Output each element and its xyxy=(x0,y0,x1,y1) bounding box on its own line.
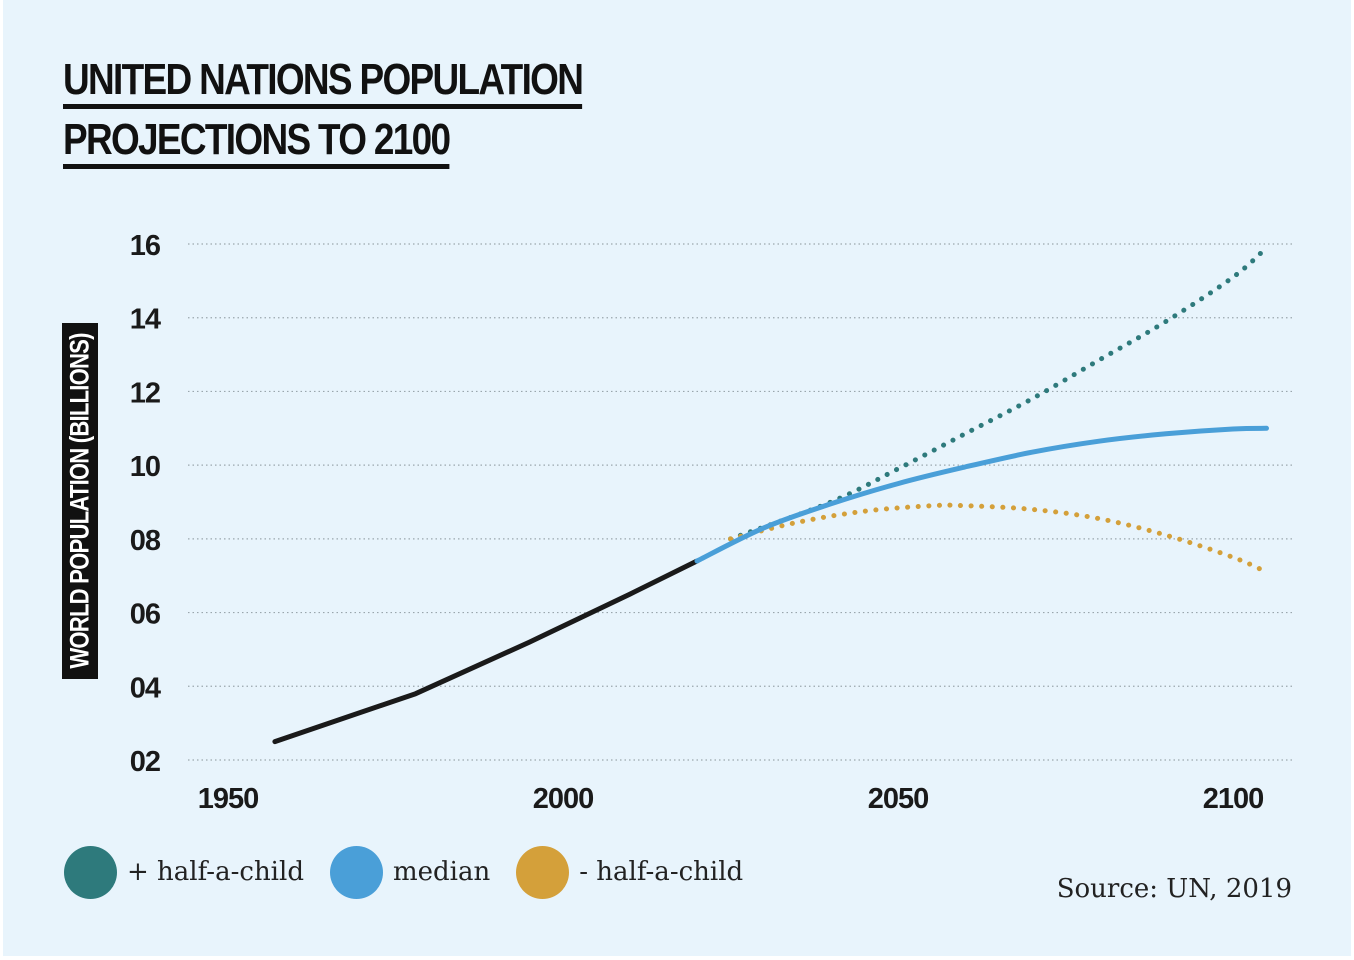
legend: + half-a-child median - half-a-child xyxy=(64,845,769,899)
x-tick-label-0: 1950 xyxy=(198,783,259,815)
y-tick-label-4: 10 xyxy=(130,451,160,483)
legend-label-median: median xyxy=(392,857,491,887)
legend-label-low: - half-a-child xyxy=(579,857,744,887)
legend-label-high: + half-a-child xyxy=(127,857,304,887)
chart-title-line-1: UNITED NATIONS POPULATION xyxy=(63,58,584,109)
legend-item-median: median xyxy=(329,845,491,899)
series-line-median xyxy=(694,425,1269,564)
legend-item-high: + half-a-child xyxy=(64,845,304,899)
y-tick-label-0: 02 xyxy=(130,746,160,778)
x-tick-label-1: 2000 xyxy=(533,783,594,815)
legend-swatch-high xyxy=(64,845,117,899)
chart-background xyxy=(3,0,1351,956)
legend-item-low: - half-a-child xyxy=(516,845,744,899)
y-tick-label-1: 04 xyxy=(130,672,161,704)
y-tick-label-6: 14 xyxy=(130,304,161,336)
series-line-high xyxy=(728,245,1269,542)
y-axis-label-box: WORLD POPULATION (BILLIONS) xyxy=(62,323,98,679)
legend-swatch-low xyxy=(516,845,570,899)
y-tick-label-7: 16 xyxy=(130,230,161,262)
y-tick-label-5: 12 xyxy=(130,377,160,409)
x-tick-label-2: 2050 xyxy=(868,783,929,815)
y-tick-label-2: 06 xyxy=(130,599,161,631)
x-tick-label-3: 2100 xyxy=(1203,783,1264,815)
y-tick-label-3: 08 xyxy=(130,525,161,557)
chart-title-line-2: PROJECTIONS TO 2100 xyxy=(63,118,451,169)
series-line-historical xyxy=(272,558,700,745)
source-note: Source: UN, 2019 xyxy=(1056,874,1292,904)
legend-swatch-median xyxy=(329,845,383,899)
